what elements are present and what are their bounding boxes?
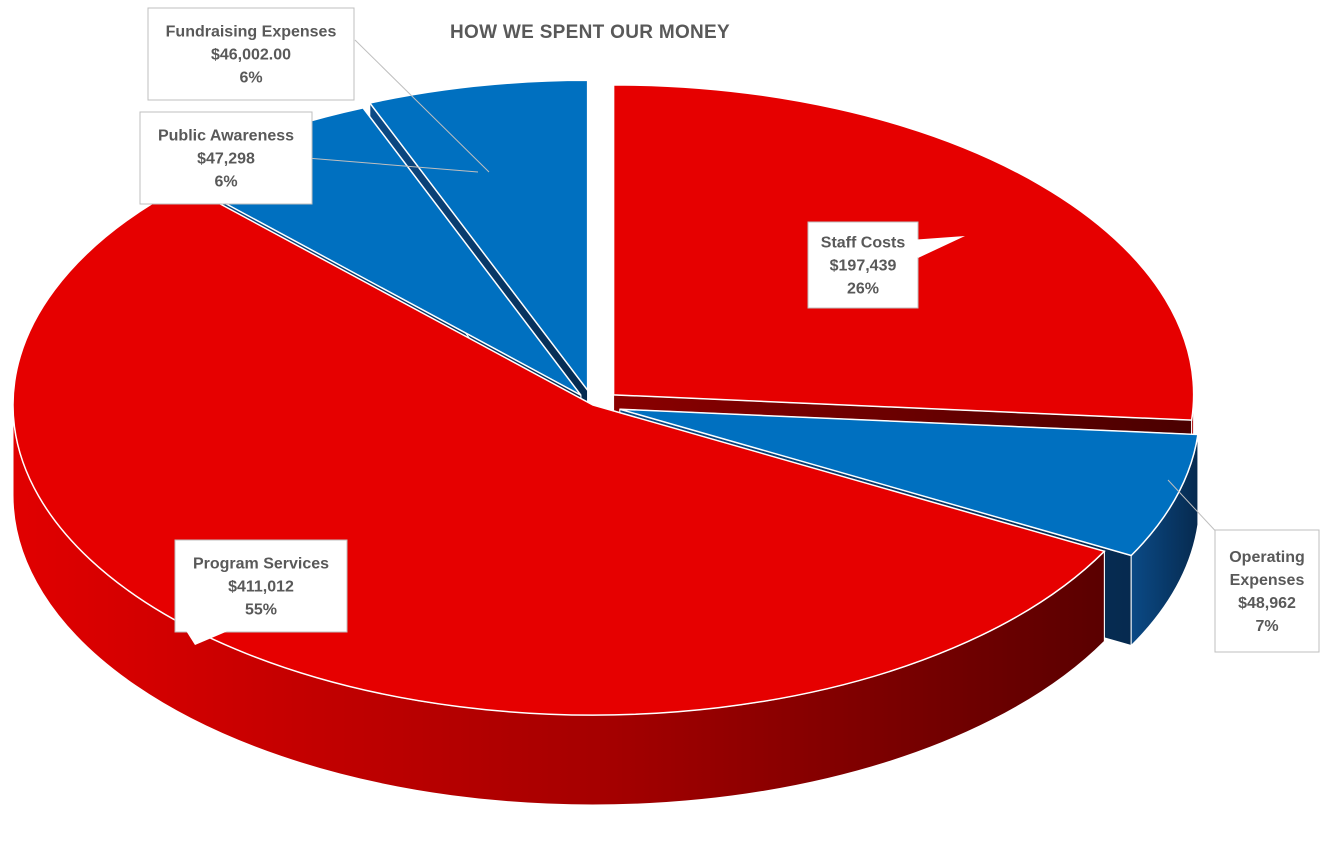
label-value: $46,002.00: [211, 47, 291, 64]
pie-slice-fundraising-expenses: [368, 79, 589, 393]
data-label-operating-expenses: Operating Expenses $48,962 7%: [1214, 529, 1320, 653]
data-label-program-services: Program Services $411,012 55%: [174, 539, 348, 645]
label-name: Program Services: [193, 556, 329, 573]
label-value: $411,012: [228, 579, 294, 596]
data-label-public-awareness: Public Awareness $47,298 6%: [139, 111, 313, 205]
label-name: Fundraising Expenses: [166, 24, 337, 41]
label-name: Staff Costs: [821, 235, 906, 252]
label-percent: 6%: [239, 70, 262, 87]
data-label-fundraising-expenses: Fundraising Expenses $46,002.00 6%: [147, 7, 355, 101]
label-percent: 55%: [245, 602, 277, 619]
label-name: Public Awareness: [158, 128, 294, 145]
label-name: Expenses: [1230, 572, 1305, 589]
data-label-staff-costs: Staff Costs $197,439 26%: [807, 221, 965, 309]
pie-slice-operating-expenses: [619, 408, 1199, 557]
leader-line-fundraising-expenses: [354, 39, 490, 173]
chart-title: HOW WE SPENT OUR MONEY: [450, 22, 730, 43]
label-value: $47,298: [197, 151, 255, 168]
leader-line-operating-expenses: [1167, 479, 1223, 539]
label-percent: 26%: [847, 281, 879, 298]
label-value: $48,962: [1238, 595, 1296, 612]
label-percent: 6%: [214, 174, 237, 191]
label-percent: 7%: [1255, 618, 1278, 635]
label-name: Operating: [1229, 549, 1305, 566]
label-value: $197,439: [830, 258, 897, 275]
